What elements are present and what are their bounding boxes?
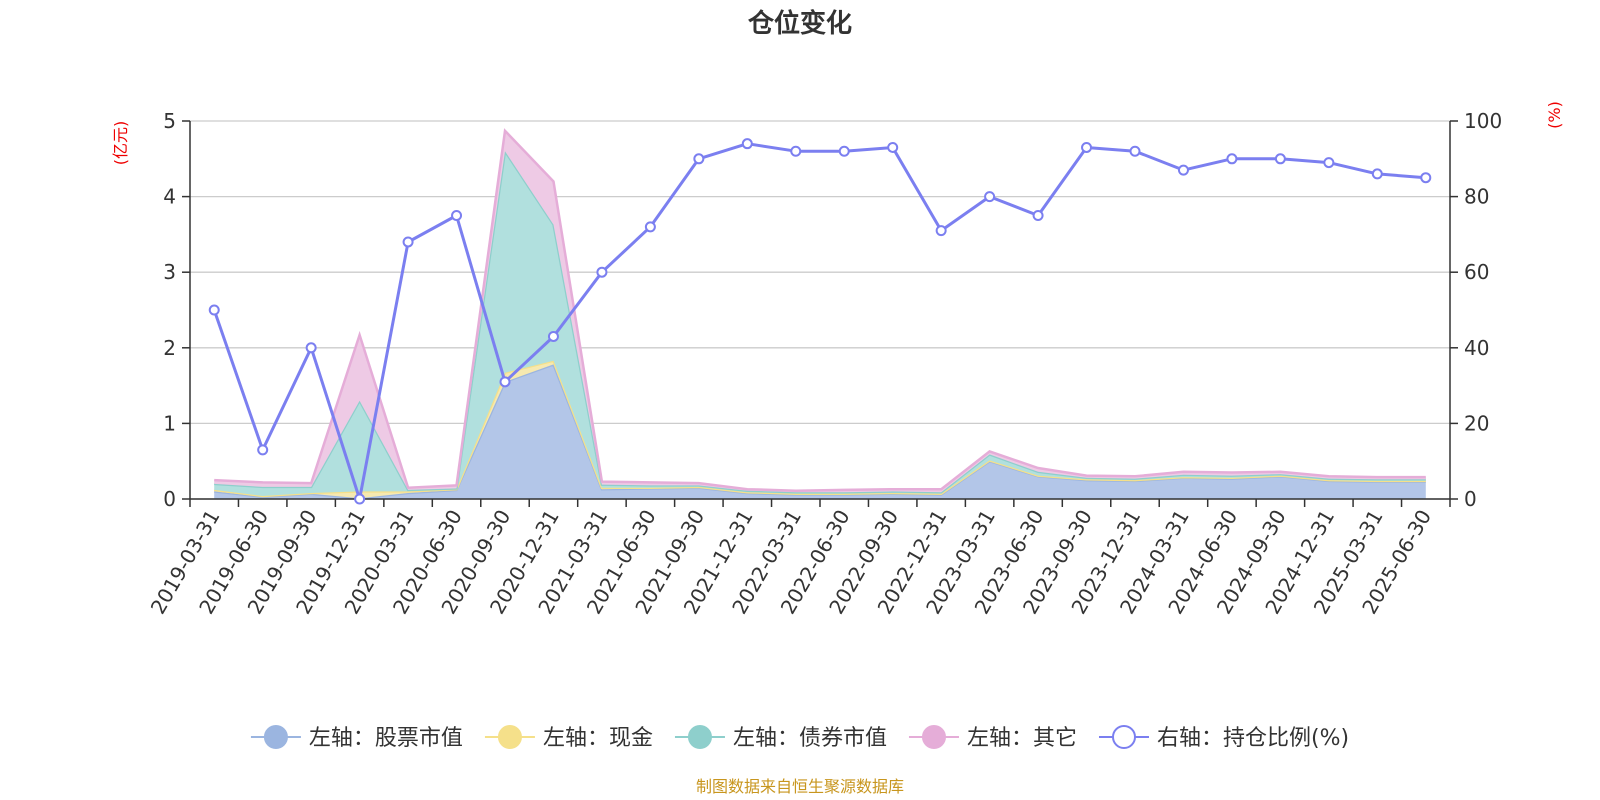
source-note: 制图数据来自恒生聚源数据库	[696, 777, 904, 796]
area-series-edge-3	[214, 147, 1426, 494]
ratio-point	[741, 138, 753, 150]
ratio-point	[1274, 153, 1286, 165]
legend-label: 左轴：股票市值	[309, 726, 463, 751]
legend-symbol-marker	[921, 725, 946, 749]
ratio-point	[984, 191, 996, 203]
left-tick-label: 5	[163, 109, 176, 133]
area-series-1	[214, 364, 1426, 499]
ratio-point	[644, 221, 656, 233]
right-tick-label: 40	[1464, 336, 1489, 360]
legend-symbol-marker	[263, 725, 288, 749]
ratio-point	[499, 376, 511, 388]
right-tick-label: 80	[1464, 185, 1489, 209]
right-tick-label: 60	[1464, 260, 1489, 284]
ratio-point	[1323, 157, 1335, 169]
ratio-point	[596, 266, 608, 278]
ratio-point	[838, 145, 850, 157]
ratio-point	[354, 493, 366, 505]
legend-item-2[interactable]: 左轴：现金	[484, 725, 653, 751]
left-tick-label: 2	[163, 336, 176, 360]
chart-title: 仓位变化	[747, 8, 852, 39]
left-tick-label: 0	[163, 487, 176, 511]
right-tick-label: 20	[1464, 411, 1489, 435]
ratio-point	[1371, 168, 1383, 180]
area-series-3	[214, 151, 1426, 496]
ratio-point	[451, 210, 463, 221]
ratio-point	[208, 304, 220, 316]
legend-symbol-marker	[1111, 725, 1136, 749]
ratio-point	[1032, 210, 1044, 221]
legend-item-3[interactable]: 左轴：债券市值	[674, 725, 887, 751]
area-series-edge-4	[214, 128, 1426, 492]
ratio-point	[257, 444, 269, 456]
ratio-point	[547, 330, 559, 342]
legend-item-5[interactable]: 右轴：持仓比例(%)	[1098, 725, 1349, 751]
legend[interactable]: 左轴：股票市值 左轴：现金 左轴：债券市值 左轴：其它 右轴：持仓比例(%)	[250, 725, 1349, 751]
legend-label: 左轴：债券市值	[733, 726, 887, 751]
ratio-point	[693, 153, 705, 165]
legend-symbol-marker	[687, 725, 712, 749]
ratio-point	[1226, 153, 1238, 165]
ratio-point	[1177, 164, 1189, 176]
left-tick-label: 3	[163, 260, 176, 284]
ratio-point	[887, 141, 899, 153]
legend-label: 左轴：现金	[543, 726, 653, 751]
ratio-point	[305, 342, 317, 354]
ratio-point	[402, 236, 414, 248]
legend-label: 左轴：其它	[967, 726, 1077, 751]
ratio-point	[1420, 172, 1432, 184]
right-tick-label: 100	[1464, 109, 1502, 133]
right-axis-unit: (%)	[1545, 101, 1564, 129]
left-tick-label: 4	[163, 185, 176, 209]
legend-item-1[interactable]: 左轴：股票市值	[250, 725, 463, 751]
left-axis-unit: (亿元)	[111, 121, 130, 166]
legend-item-4[interactable]: 左轴：其它	[908, 725, 1077, 751]
stacked-areas	[214, 128, 1426, 500]
ratio-line	[208, 138, 1432, 505]
ratio-point	[1129, 145, 1141, 157]
ratio-point	[935, 225, 947, 237]
legend-symbol-marker	[497, 725, 522, 749]
ratio-point	[790, 145, 802, 157]
ratio-point	[1081, 141, 1093, 153]
legend-label: 右轴：持仓比例(%)	[1157, 726, 1349, 751]
right-tick-label: 0	[1464, 487, 1477, 511]
left-tick-label: 1	[163, 411, 176, 435]
ratio-line-path	[212, 142, 1426, 501]
